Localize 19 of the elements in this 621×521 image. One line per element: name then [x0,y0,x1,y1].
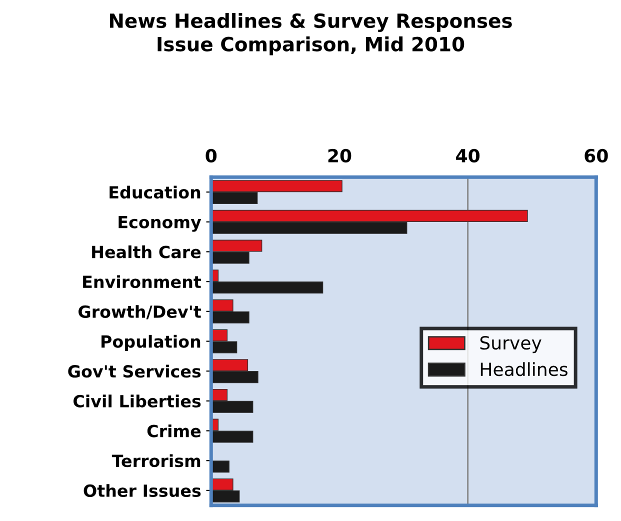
x-tick-label: 0 [206,148,217,163]
y-tick-label: Growth/Dev't [78,305,202,320]
y-tick-label: Education [110,186,200,199]
y-tick-label: Health Care [92,245,201,258]
x-tick-label: 20 [328,148,352,163]
bar [211,460,230,473]
y-tick-label: Economy [118,216,202,232]
y-tick-label: Other Issues [84,484,201,498]
y-tick-label: Population [102,334,200,352]
chart-title: News Headlines & Survey Responses Issue Comparison, Mid 2010 [110,13,512,56]
x-tick-label: 60 [584,148,608,163]
legend-label: Survey [480,336,542,354]
y-tick-label: Civil Liberties [74,394,201,408]
legend-label: Headlines [480,362,568,376]
y-tick-label: Environment [83,275,202,288]
x-tick-label: 40 [456,148,480,163]
y-tick-label: Crime [147,424,201,438]
y-tick-label: Gov't Services [68,364,201,378]
y-tick-label: Terrorism [112,454,200,468]
